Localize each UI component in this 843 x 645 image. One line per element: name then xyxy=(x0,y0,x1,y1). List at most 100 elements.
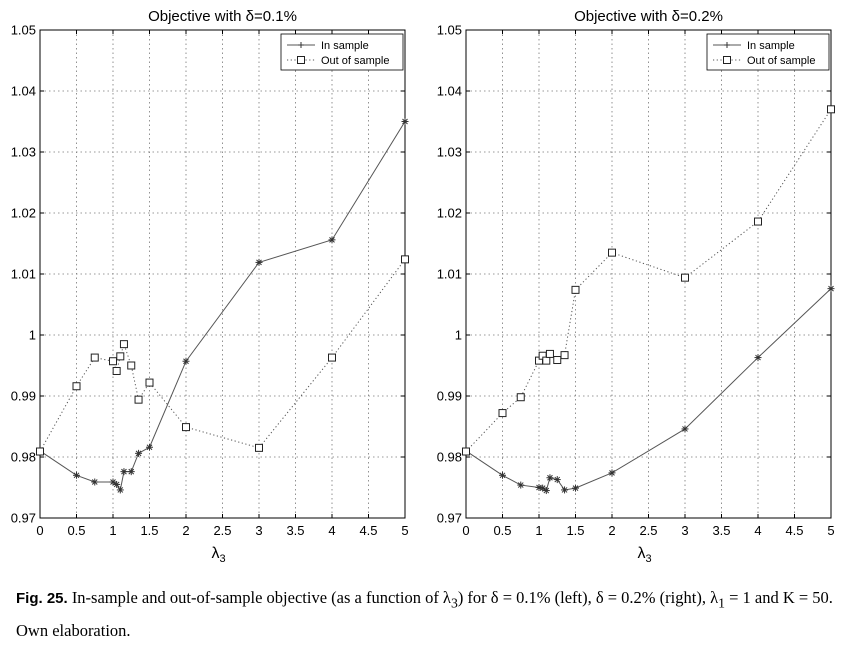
x-tick-label: 0.5 xyxy=(67,523,85,538)
x-tick-label: 3.5 xyxy=(286,523,304,538)
data-point-in-sample xyxy=(109,478,117,486)
data-point-out-of-sample xyxy=(542,356,551,365)
x-tick-label: 0.5 xyxy=(493,523,511,538)
data-point-out-of-sample xyxy=(516,393,525,402)
data-point-in-sample xyxy=(539,484,547,492)
figure-caption: Fig. 25. In-sample and out-of-sample obj… xyxy=(16,584,836,645)
data-point-in-sample xyxy=(182,357,190,365)
data-point-out-of-sample xyxy=(109,357,117,366)
data-point-in-sample xyxy=(328,236,336,244)
y-tick-label: 1.02 xyxy=(437,206,462,221)
legend: In sample Out of sample xyxy=(706,33,830,71)
y-tick-label: 0.98 xyxy=(11,450,36,465)
data-point-in-sample xyxy=(553,476,561,484)
chart-title: Objective with δ=0.2% xyxy=(574,8,723,25)
data-point-out-of-sample xyxy=(182,423,190,432)
legend: In sample Out of sample xyxy=(280,33,404,71)
star-stroke xyxy=(547,474,553,481)
star-stroke xyxy=(572,485,579,491)
data-point-out-of-sample xyxy=(145,378,154,387)
star-stroke xyxy=(554,476,561,483)
x-tick-label: 3.5 xyxy=(712,523,730,538)
y-tick-label: 1.03 xyxy=(11,145,36,160)
x-tick-label: 5 xyxy=(827,523,834,538)
caption-fig-label: Fig. 25. xyxy=(16,590,68,607)
star-stroke xyxy=(517,482,524,488)
star-stroke xyxy=(183,358,189,365)
data-point-in-sample xyxy=(120,468,128,476)
data-point-out-of-sample xyxy=(127,361,136,370)
caption-text-b: ) for δ = 0.1% (left), δ = 0.2% (right),… xyxy=(457,588,719,607)
star-stroke xyxy=(121,468,127,475)
star-stroke xyxy=(828,285,834,292)
data-point-out-of-sample xyxy=(827,105,835,114)
chart-panel-1: 0 0.5 1 1.5 2 2.5 3 3.5 4 4.5 5 0.97 0.98 0.99 1 1.01 1.… xyxy=(11,8,409,565)
data-point-in-sample xyxy=(146,443,153,451)
star-stroke xyxy=(609,470,615,476)
data-point-in-sample xyxy=(754,354,762,362)
x-tick-label: 3 xyxy=(681,523,688,538)
x-tick-label: 3 xyxy=(255,523,262,538)
y-tick-label: 1.02 xyxy=(11,206,36,221)
x-tick-label: 1 xyxy=(109,523,116,538)
data-point-out-of-sample xyxy=(754,217,762,226)
data-point-out-of-sample xyxy=(112,366,121,375)
y-tick-label: 0.99 xyxy=(11,389,36,404)
legend-marker-square xyxy=(297,56,305,64)
y-tick-label: 1.01 xyxy=(437,267,462,282)
star-stroke xyxy=(113,481,120,488)
data-point-out-of-sample xyxy=(553,356,562,365)
y-tick-label: 1 xyxy=(29,328,36,343)
data-point-out-of-sample xyxy=(560,351,569,360)
data-point-out-of-sample xyxy=(255,443,263,452)
data-point-in-sample xyxy=(561,486,569,494)
data-point-in-sample xyxy=(91,478,99,486)
y-tick-label: 0.98 xyxy=(437,450,462,465)
star-stroke xyxy=(128,468,135,475)
data-point-out-of-sample xyxy=(608,248,616,257)
data-point-out-of-sample xyxy=(401,255,409,264)
data-point-out-of-sample xyxy=(134,395,143,404)
x-tick-label: 4 xyxy=(328,523,335,538)
star-stroke xyxy=(682,426,688,432)
y-tick-label: 0.99 xyxy=(437,389,462,404)
star-stroke xyxy=(146,444,153,451)
y-tick-label: 1.01 xyxy=(11,267,36,282)
data-point-in-sample xyxy=(135,449,143,457)
data-point-out-of-sample xyxy=(90,353,99,362)
star-stroke xyxy=(329,236,335,243)
star-stroke xyxy=(110,479,116,485)
data-point-in-sample xyxy=(542,487,550,495)
data-point-out-of-sample xyxy=(498,409,507,418)
x-tick-label: 2 xyxy=(182,523,189,538)
caption-text-d: Own elaboration. xyxy=(16,621,131,641)
x-tick-label: 1.5 xyxy=(140,523,158,538)
data-point-out-of-sample xyxy=(571,285,580,294)
x-tick-label: 2.5 xyxy=(639,523,657,538)
x-tick-label: 4.5 xyxy=(359,523,377,538)
data-point-in-sample xyxy=(608,469,616,477)
x-tick-label: 2 xyxy=(608,523,615,538)
data-point-out-of-sample xyxy=(119,340,128,349)
legend-label: In sample xyxy=(747,40,795,52)
star-stroke xyxy=(256,259,262,266)
caption-sub-b: 1 xyxy=(718,595,725,611)
x-tick-label: 5 xyxy=(401,523,408,538)
star-stroke xyxy=(135,450,142,457)
data-point-in-sample xyxy=(517,481,525,489)
x-tick-label: 2.5 xyxy=(213,523,231,538)
data-point-out-of-sample xyxy=(545,349,554,358)
data-point-in-sample xyxy=(73,471,80,479)
data-point-in-sample xyxy=(681,425,689,433)
legend-marker-square xyxy=(723,56,731,64)
y-tick-label: 0.97 xyxy=(11,511,36,526)
y-tick-label: 1.04 xyxy=(11,84,36,99)
y-tick-label: 1.04 xyxy=(437,84,462,99)
data-point-in-sample xyxy=(827,285,835,293)
data-point-out-of-sample xyxy=(116,352,125,361)
star-stroke xyxy=(117,487,124,493)
star-stroke xyxy=(91,479,98,485)
y-tick-label: 1.05 xyxy=(11,23,36,38)
data-point-in-sample xyxy=(127,468,135,476)
data-point-out-of-sample xyxy=(462,447,470,456)
